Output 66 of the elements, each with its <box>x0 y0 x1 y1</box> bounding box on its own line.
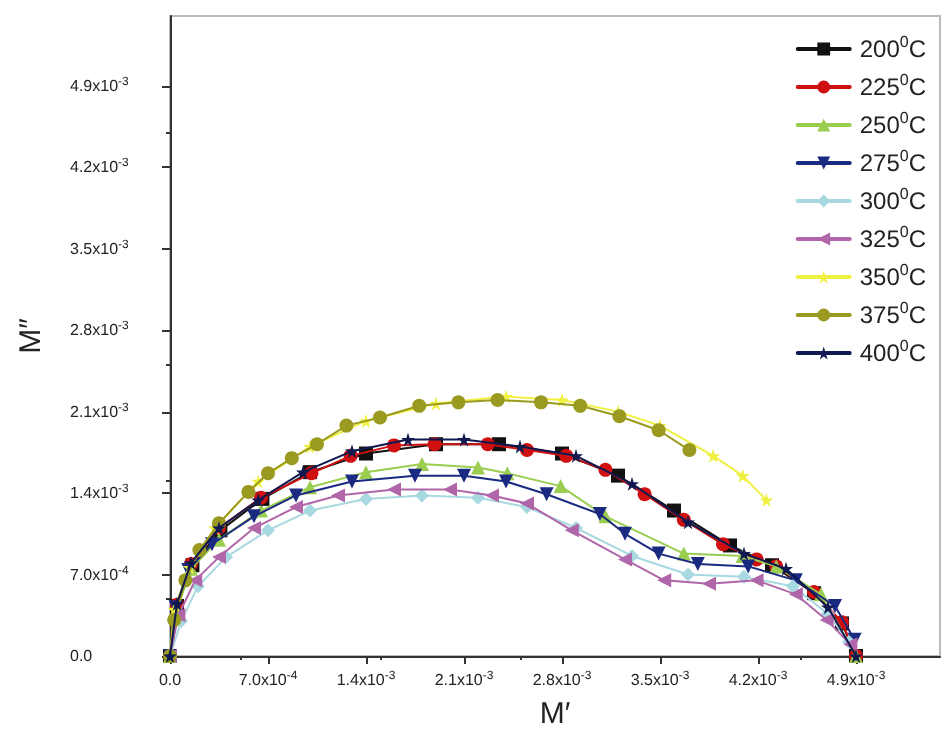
point <box>247 521 261 535</box>
point <box>788 587 803 602</box>
point <box>289 488 303 503</box>
point <box>706 448 721 463</box>
point <box>296 465 310 480</box>
point <box>759 493 774 508</box>
point <box>819 612 834 627</box>
point <box>682 443 697 458</box>
point <box>612 409 627 424</box>
x-tick-label: 0.0 <box>158 671 183 689</box>
point <box>284 451 299 466</box>
point <box>618 552 632 567</box>
point <box>625 476 639 491</box>
point <box>457 432 471 447</box>
point <box>247 509 261 524</box>
point <box>443 482 457 497</box>
point <box>564 523 579 538</box>
point <box>359 491 373 506</box>
point <box>289 500 303 515</box>
x-axis-title: M′ <box>539 696 571 731</box>
point <box>359 465 373 480</box>
point <box>513 439 527 454</box>
point <box>408 468 422 483</box>
point <box>401 432 415 447</box>
point <box>651 546 666 561</box>
point <box>828 598 842 613</box>
point <box>451 395 466 410</box>
y-tick-label: 0.0 <box>70 647 94 665</box>
point <box>471 460 485 475</box>
point <box>735 468 750 483</box>
point <box>457 468 471 483</box>
point <box>786 579 800 594</box>
point <box>331 488 345 503</box>
point <box>387 482 401 497</box>
point <box>499 474 513 489</box>
point <box>303 503 317 518</box>
point <box>373 410 387 425</box>
point <box>212 550 226 565</box>
point <box>569 448 583 463</box>
point <box>618 526 632 541</box>
point <box>592 507 607 522</box>
y-axis-title: M″ <box>14 316 48 354</box>
point <box>651 423 666 438</box>
point <box>573 398 588 413</box>
point <box>534 395 548 410</box>
point <box>657 573 672 588</box>
point <box>553 479 568 494</box>
point <box>345 474 359 489</box>
point <box>702 576 716 591</box>
point <box>261 466 275 481</box>
point <box>741 559 756 574</box>
point <box>412 398 427 413</box>
point <box>310 437 324 452</box>
point <box>749 573 764 588</box>
point <box>485 488 499 503</box>
point <box>681 567 695 582</box>
point <box>779 561 793 576</box>
point <box>539 487 554 502</box>
point <box>415 488 429 503</box>
point <box>241 484 256 499</box>
point <box>690 557 705 572</box>
point <box>261 523 275 538</box>
point <box>681 515 695 530</box>
point <box>821 600 835 615</box>
point <box>490 393 505 407</box>
point <box>339 418 354 433</box>
